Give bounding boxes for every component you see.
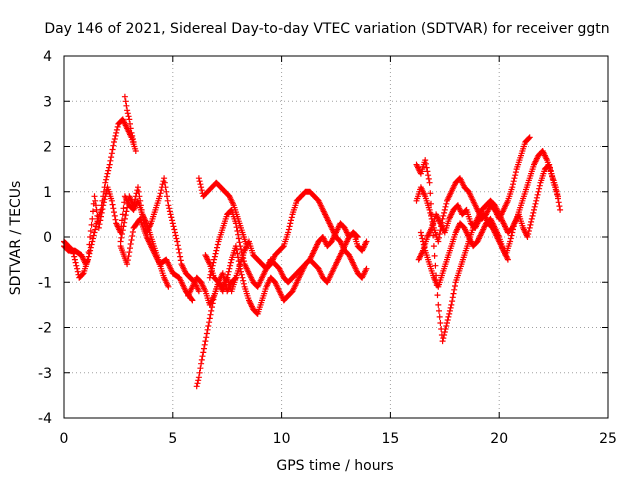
x-tick-label: 20	[490, 431, 508, 447]
x-tick-labels: 0 5 10 15 20 25	[60, 431, 617, 447]
series-arc-i	[185, 270, 239, 308]
data-point-markers	[413, 148, 564, 345]
y-tick-label: 1	[43, 185, 52, 201]
y-tick-label: -2	[38, 321, 52, 337]
data-point-markers	[185, 270, 239, 308]
y-axis-label: SDTVAR / TECUs	[8, 181, 24, 296]
series-arc-h	[206, 206, 361, 290]
series-arc-j	[195, 175, 250, 250]
x-tick-label: 0	[60, 431, 69, 447]
series-arc-c	[117, 175, 202, 295]
series-arc-f	[193, 188, 370, 390]
y-tick-label: 0	[43, 230, 52, 246]
series-arc-e	[121, 93, 137, 145]
data-point-markers	[121, 93, 137, 145]
y-tick-label: -3	[38, 366, 52, 382]
data-point-markers	[417, 215, 511, 290]
y-tick-labels: -4 -3 -2 -1 0 1 2 3 4	[38, 49, 52, 427]
y-tick-label: 2	[43, 140, 52, 156]
y-tick-label: -1	[38, 275, 52, 291]
chart-title: Day 146 of 2021, Sidereal Day-to-day VTE…	[44, 21, 609, 37]
x-tick-label: 25	[599, 431, 617, 447]
data-point-markers	[117, 175, 202, 295]
y-tick-label: 4	[43, 49, 52, 65]
x-tick-label: 15	[381, 431, 399, 447]
data-points	[61, 93, 564, 390]
data-point-markers	[195, 175, 250, 250]
series-arc-d	[117, 215, 196, 304]
data-point-markers	[117, 215, 196, 304]
data-point-markers	[193, 188, 370, 390]
series-arc-n	[417, 215, 511, 290]
series-arc-k	[413, 148, 564, 345]
y-tick-label: 3	[43, 94, 52, 110]
x-axis-label: GPS time / hours	[276, 458, 393, 474]
x-tick-label: 10	[273, 431, 291, 447]
plot-frame	[63, 55, 609, 419]
data-point-markers	[206, 206, 361, 290]
y-tick-label: -4	[38, 411, 52, 427]
x-tick-label: 5	[168, 431, 177, 447]
